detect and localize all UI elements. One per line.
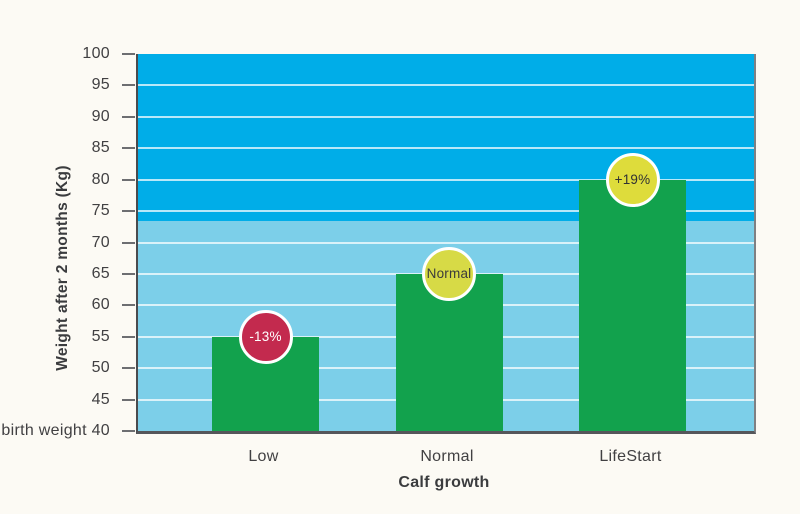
- gridline: [138, 115, 754, 118]
- gridline: [138, 84, 754, 87]
- bar-lifestart: [579, 179, 686, 431]
- y-tick-label: 100: [82, 45, 110, 62]
- gridline: [138, 147, 754, 150]
- badge-low: -13%: [238, 309, 293, 364]
- y-axis-tick: [122, 430, 135, 432]
- y-axis-tick: [122, 335, 135, 338]
- x-tick-label: Low: [248, 448, 279, 465]
- x-tick-label: Normal: [420, 448, 474, 465]
- y-tick-label: 45: [91, 390, 110, 408]
- x-axis-title: Calf growth: [398, 474, 490, 491]
- plot-area: -13% Normal +19%: [136, 54, 756, 434]
- gridline: [138, 241, 754, 244]
- y-axis-tick: [122, 147, 135, 150]
- y-axis-tick: [122, 84, 135, 87]
- y-axis-tick: [122, 398, 135, 401]
- gridline: [138, 210, 754, 213]
- y-axis-tick: [122, 53, 135, 55]
- x-tick-label: LifeStart: [599, 448, 662, 465]
- y-tick-label: 70: [91, 233, 110, 251]
- badge-normal: Normal: [422, 246, 476, 301]
- y-axis-tick: [122, 210, 135, 213]
- y-tick-label: birth weight 40: [1, 422, 110, 439]
- y-axis-tick: [122, 272, 135, 275]
- y-axis-tick: [122, 178, 135, 181]
- y-tick-label: 60: [91, 296, 110, 314]
- y-tick-label: 85: [91, 139, 110, 157]
- y-axis-tick: [122, 241, 135, 244]
- y-tick-label: 95: [91, 76, 110, 94]
- y-tick-label: 75: [91, 202, 110, 220]
- badge-lifestart: +19%: [605, 152, 660, 207]
- y-tick-label: 55: [91, 327, 110, 345]
- y-axis-tick: [122, 367, 135, 370]
- y-tick-label: 50: [91, 359, 110, 377]
- y-tick-label: 65: [91, 264, 110, 282]
- y-axis-tick: [122, 115, 135, 118]
- gridline: [138, 178, 754, 181]
- y-axis-tick: [122, 304, 135, 307]
- y-tick-label: 80: [91, 170, 110, 188]
- y-tick-label: 90: [91, 107, 110, 125]
- baseline-label: birth weight: [1, 422, 92, 439]
